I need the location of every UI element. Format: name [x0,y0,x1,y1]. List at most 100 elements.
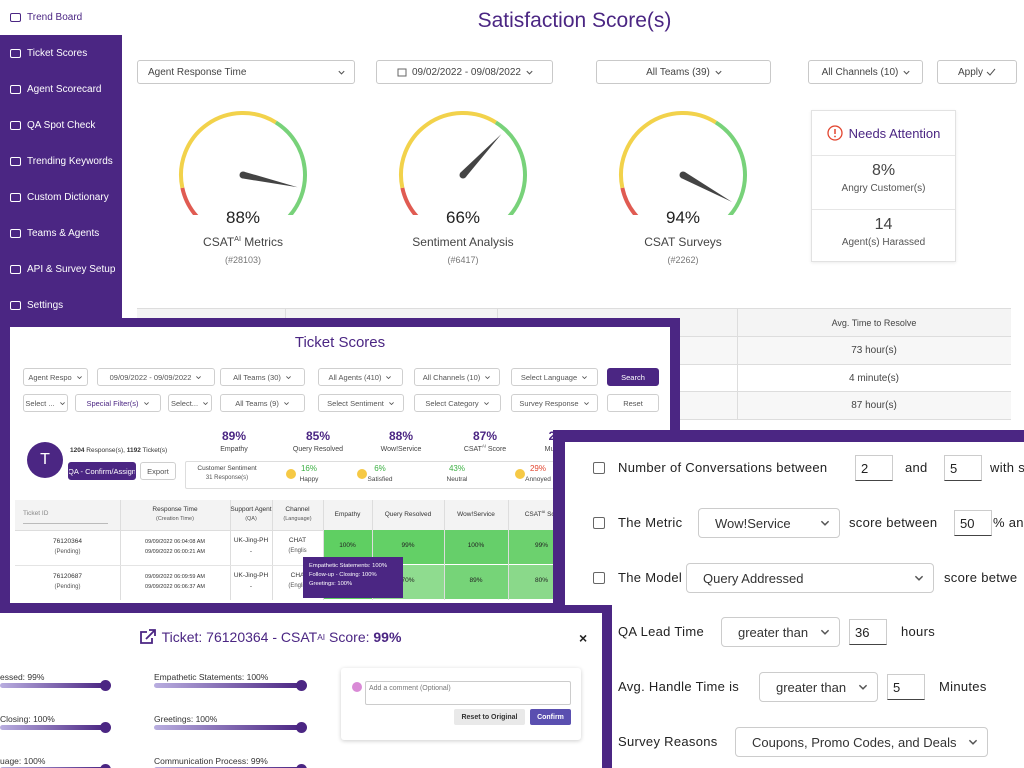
filter-dropdown[interactable]: Select Language [511,368,598,386]
filter-dropdown[interactable]: All Teams (30) [220,368,305,386]
language: (Englis [288,548,307,554]
metric-label-rest: Score [485,446,507,453]
tickets-label: Ticket(s) [140,447,168,454]
chevron-path [820,520,830,526]
number-input[interactable]: 36 [849,619,887,645]
slider-thumb[interactable] [296,680,307,691]
filter-dropdown[interactable]: Select Category [414,394,501,412]
checkbox[interactable] [593,572,605,584]
sidebar-icon [10,49,21,58]
sidebar-icon [10,157,21,166]
chevron-path [858,684,868,690]
score-value: 89% [469,577,483,584]
gauge-value: 88% [225,208,261,227]
filter-dropdown[interactable]: Agent Respo [23,368,88,386]
select-dropdown[interactable]: greater than [721,617,840,647]
reset-button[interactable]: Reset [607,394,659,412]
table-cell: 4 minute(s) [848,372,899,384]
chevron-path [914,575,924,581]
filter-dropdown[interactable]: Agent Response Time [137,60,355,84]
slider-track [154,683,301,688]
select-dropdown[interactable]: Wow!Service [698,508,840,538]
panel-body [565,442,1024,768]
gauge-value: 94% [665,208,701,227]
qa-button[interactable]: QA - Confirm/Assign [68,462,136,480]
slider-thumb[interactable] [100,722,111,733]
filter-dropdown[interactable]: All Teams (9) [220,394,305,412]
sidebar-icon [10,85,21,94]
ticket-id-search[interactable]: Ticket ID [23,510,108,524]
gauge-arc [180,187,199,215]
slider-thumb[interactable] [100,764,111,768]
chevron-path [715,70,722,75]
sidebar-item[interactable]: Teams & Agents [0,216,122,251]
score-value: 100% [339,542,356,549]
number-input[interactable]: 5 [887,674,925,700]
number-input[interactable]: 50 [954,510,992,536]
slider-label: essed: 99% [0,672,45,682]
confirm-button[interactable]: Confirm [530,709,571,725]
gauge-arc [274,120,307,215]
chevron-icon [76,375,82,379]
reset-button-text: Reset [623,398,643,408]
filter-dropdown[interactable]: Select Sentiment [318,394,404,412]
sidebar-item[interactable]: API & Survey Setup [0,252,122,287]
comment-input[interactable]: Add a comment (Optional) [365,681,571,705]
alert-icon [826,125,843,141]
chevron-icon [715,70,722,75]
search-button[interactable]: Search [607,368,659,386]
number-input[interactable]: 5 [944,455,982,481]
sidebar-item[interactable]: Trending Keywords [0,144,122,179]
filter-dropdown[interactable]: 09/09/2022 - 09/09/2022 [97,368,215,386]
reset-original-button[interactable]: Reset to Original [454,709,525,725]
filter-dropdown[interactable]: All Agents (410) [318,368,403,386]
filter-label: score betwe [944,570,1018,585]
metric-value: 89% [221,429,247,443]
select-dropdown[interactable]: Coupons, Promo Codes, and Deals [735,727,988,757]
metric-label: Query Resolved [278,446,358,453]
metric-label: Multi [512,446,592,453]
select-dropdown[interactable]: greater than [759,672,878,702]
sidebar-item[interactable]: Custom Dictionary [0,180,122,215]
slider-thumb[interactable] [296,722,307,733]
sidebar-label: Ticket Scores [27,48,88,59]
slider-thumb[interactable] [100,680,111,691]
select-dropdown[interactable]: Query Addressed [686,563,934,593]
language: (Englis [288,583,307,589]
filter-dropdown[interactable]: All Teams (39) [596,60,771,84]
modal-title-text: Ticket: 76120364 - CSAT [161,629,318,645]
checkbox[interactable] [593,462,605,474]
sidebar-item[interactable]: Settings [0,288,122,323]
table-header-row [15,500,555,531]
sidebar-item[interactable]: Ticket Scores [0,36,122,71]
apply-button[interactable]: Apply [937,60,1017,84]
filter-dropdown[interactable]: All Channels (10) [414,368,500,386]
external-link-icon [139,629,156,644]
metric-label-sup: AI [481,443,486,449]
number-input[interactable]: 2 [855,455,893,481]
score-value: 99% [401,542,415,549]
filter-dropdown[interactable]: Select... [168,394,212,412]
close-button[interactable]: × [579,630,588,646]
filter-dropdown[interactable]: 09/02/2022 - 09/08/2022 [376,60,553,84]
needs-attention-card: Needs Attention 8% Angry Customer(s) 14 Agen… [811,110,956,262]
filter-dropdown[interactable]: Survey Response [511,394,598,412]
chevron-path [283,401,289,405]
sidebar-label: QA Spot Check [27,120,96,131]
slider-label: Greetings: 100% [154,714,218,724]
filter-dropdown[interactable]: Special Filter(s) [75,394,161,412]
sidebar-item[interactable]: Trend Board [0,0,125,35]
filter-dropdown[interactable]: Select ... [23,394,68,412]
checkbox[interactable] [593,517,605,529]
filter-label: Survey Reasons [618,734,718,749]
sidebar-item[interactable]: QA Spot Check [0,108,122,143]
select-value: Coupons, Promo Codes, and Deals [752,734,957,750]
export-button[interactable]: Export [140,462,176,480]
metric-label-text: Wow!Service [380,446,422,453]
filter-label: hours [901,624,936,639]
slider-thumb[interactable] [296,764,307,768]
metric-label-text: Multi [544,446,560,453]
filter-dropdown[interactable]: All Channels (10) [808,60,923,84]
sidebar-item[interactable]: Agent Scorecard [0,72,122,107]
